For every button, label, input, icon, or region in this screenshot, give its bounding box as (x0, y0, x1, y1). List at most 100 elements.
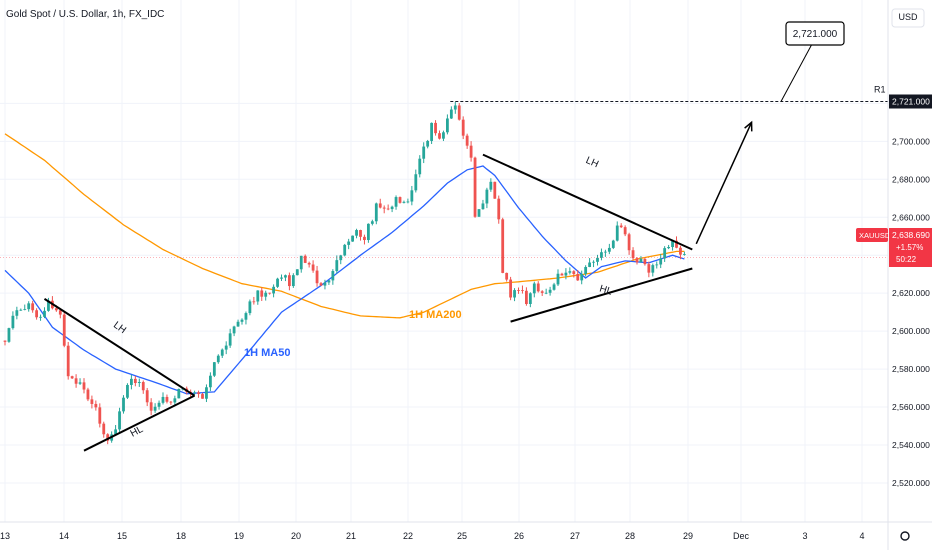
candle-body (161, 396, 165, 403)
candle-body (165, 396, 169, 402)
candle-body (307, 262, 311, 265)
chart-title: Gold Spot / U.S. Dollar, 1h, FX_IDC (6, 9, 165, 20)
candle-body (264, 292, 268, 297)
trendline-hl-1 (83, 394, 196, 452)
candle-body (536, 283, 540, 292)
x-tick-label: Dec (733, 531, 750, 541)
candle-body (556, 273, 560, 285)
current-price-text: 2,638.690 (892, 230, 930, 240)
candle-body (588, 262, 591, 267)
x-tick-label: 13 (0, 531, 10, 541)
candle-body (82, 382, 86, 390)
x-tick-label: 15 (117, 531, 127, 541)
y-tick-label: 2,520.000 (892, 478, 930, 488)
candle-body (580, 273, 584, 281)
candle-body (532, 283, 536, 294)
candle-body (70, 376, 74, 379)
candle-body (130, 378, 133, 385)
candle-body (501, 219, 505, 273)
candle-body (544, 292, 548, 294)
candle-body (126, 384, 129, 398)
candle-body (607, 247, 611, 252)
candle-body (382, 207, 386, 209)
candle-body (584, 266, 588, 274)
candle-body (552, 284, 556, 290)
candle-body (54, 308, 58, 311)
x-tick-label: 25 (457, 531, 467, 541)
candle-body (193, 392, 196, 394)
candle-body (528, 293, 532, 304)
candle-body (327, 280, 331, 283)
candle-body (98, 407, 102, 424)
ma200-line (4, 133, 685, 319)
candle-body (655, 264, 659, 266)
projection-arrow-head (744, 120, 753, 132)
candle-body (611, 240, 615, 248)
candle-body (647, 264, 651, 273)
candle-body (173, 398, 177, 403)
candle-body (299, 255, 303, 270)
candle-body (268, 292, 272, 294)
candle-body (615, 225, 619, 241)
candle-body (248, 301, 252, 314)
candle-body (564, 272, 568, 276)
trendline-lh-0 (43, 298, 196, 397)
candle-body (94, 403, 98, 408)
candle-body (509, 279, 512, 298)
candle-body (513, 290, 516, 298)
candle-body (232, 326, 236, 334)
candle-body (23, 309, 27, 310)
x-tick-label: 3 (802, 531, 807, 541)
candle-body (43, 310, 46, 317)
candle-body (157, 402, 161, 407)
candle-body (252, 301, 256, 303)
candle-body (422, 146, 426, 159)
candle-body (446, 118, 449, 133)
x-tick-label: 20 (291, 531, 301, 541)
candle-body (394, 197, 398, 207)
candle-body (517, 290, 520, 291)
currency-button[interactable]: USD (898, 12, 918, 22)
candle-body (335, 260, 339, 272)
candle-body (600, 252, 603, 258)
candle-body (568, 271, 572, 273)
candle-body (651, 265, 655, 273)
candle-body (355, 230, 358, 236)
candle-body (272, 286, 275, 294)
candle-body (228, 333, 232, 346)
candle-body (288, 275, 291, 287)
candle-body (493, 181, 497, 199)
candle-body (303, 255, 307, 263)
candle-body (145, 390, 149, 403)
x-tick-label: 21 (346, 531, 356, 541)
candle-body (430, 122, 433, 141)
candle-body (315, 270, 319, 284)
candle-body (7, 328, 11, 342)
candle-body (351, 235, 354, 242)
current-price-tag (889, 228, 932, 267)
candle-body (102, 423, 106, 435)
candle-body (525, 290, 528, 304)
candle-body (619, 225, 623, 228)
candle-body (426, 140, 430, 147)
y-tick-label: 2,540.000 (892, 440, 930, 450)
candle-body (560, 273, 564, 276)
x-tick-label: 4 (859, 531, 864, 541)
candle-body (343, 244, 347, 256)
grid-lines (0, 0, 888, 522)
hl-label-left: HL (129, 424, 146, 440)
ma50-label: 1H MA50 (244, 347, 290, 359)
candle-body (323, 282, 327, 286)
candle-body (465, 135, 469, 146)
symbol-tag-text: XAUUSD (859, 231, 891, 240)
candle-body (367, 223, 370, 241)
candle-body (667, 247, 670, 249)
hl-label-right: HL (598, 283, 614, 297)
target-callout-text: 2,721.000 (793, 29, 838, 40)
candle-body (74, 378, 78, 384)
trendline-hl-3 (510, 267, 693, 323)
candle-body (477, 209, 481, 217)
candle-body (39, 316, 42, 318)
candle-body (592, 261, 595, 263)
